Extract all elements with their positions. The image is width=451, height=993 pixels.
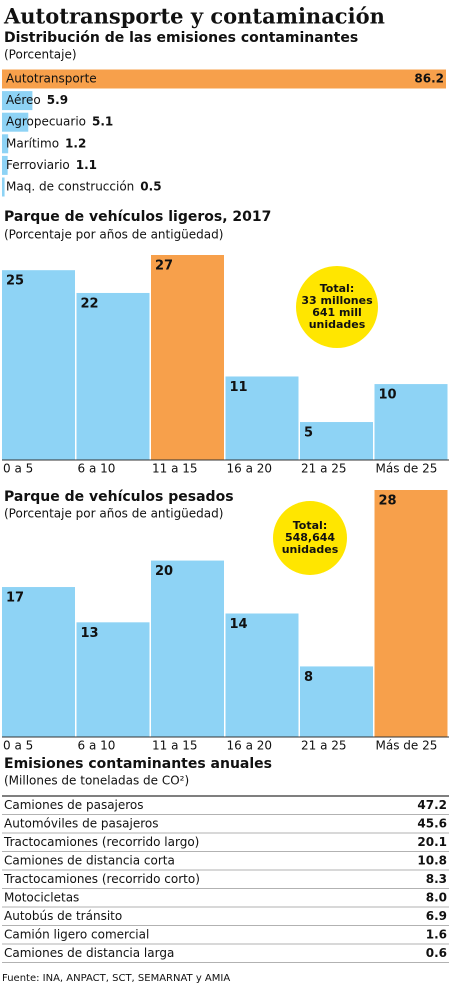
row-label: Camiones de distancia corta (4, 853, 175, 867)
annotation: 548,644 (285, 531, 335, 544)
category-label: 21 a 25 (301, 739, 347, 753)
value-label: 5.9 (47, 93, 68, 107)
bar (300, 422, 373, 460)
row-label: Camiones de pasajeros (4, 798, 144, 812)
row-label: Camiones de distancia larga (4, 946, 174, 960)
value-label: 14 (230, 617, 248, 632)
value-label: 0.5 (140, 180, 161, 194)
bar (2, 69, 446, 89)
page-title: Autotransporte y contaminación (3, 4, 385, 29)
row-label: Autobús de tránsito (4, 909, 122, 923)
row-value: 20.1 (417, 835, 447, 849)
chart-subtitle: (Porcentaje por años de antigüedad) (4, 507, 223, 521)
annotation: unidades (282, 543, 339, 556)
category-label: Maq. de construcción (6, 180, 134, 194)
row-value: 47.2 (417, 798, 447, 812)
value-label: 22 (81, 296, 99, 311)
value-label: 86.2 (414, 72, 444, 86)
chart-subtitle: (Millones de toneladas de CO²) (4, 774, 189, 788)
bar (2, 112, 29, 132)
row-value: 10.8 (417, 853, 447, 867)
row-value: 6.9 (426, 909, 447, 923)
category-label: Más de 25 (376, 739, 438, 753)
category-label: 0 a 5 (3, 739, 33, 753)
category-label: 11 a 15 (152, 462, 198, 476)
value-label: 8 (304, 670, 313, 685)
value-label: 5.1 (92, 115, 113, 129)
value-label: 5 (304, 426, 313, 441)
value-label: 11 (230, 380, 248, 395)
annotation: 641 mill (312, 306, 362, 319)
annotation: Total: (293, 519, 327, 532)
bar (374, 384, 448, 460)
annotation: 33 millones (301, 294, 373, 307)
row-value: 8.3 (426, 872, 447, 886)
row-label: Motocicletas (4, 890, 79, 904)
bar (2, 177, 5, 197)
category-label: 16 a 20 (227, 739, 273, 753)
row-label: Tractocamiones (recorrido corto) (3, 872, 200, 886)
value-label: 10 (379, 388, 397, 403)
chart-title: Emisiones contaminantes anuales (4, 756, 272, 772)
bar (76, 622, 150, 737)
bar (374, 490, 448, 737)
value-label: 20 (155, 564, 173, 579)
row-label: Automóviles de pasajeros (4, 816, 158, 830)
annotation: unidades (309, 318, 366, 331)
bar (2, 587, 75, 737)
category-label: 11 a 15 (152, 739, 198, 753)
chart-title: Parque de vehículos ligeros, 2017 (4, 209, 271, 225)
chart-title: Distribución de las emisiones contaminan… (4, 30, 358, 46)
value-label: 17 (6, 591, 24, 606)
bar (225, 376, 299, 460)
row-value: 0.6 (426, 946, 447, 960)
bar (2, 91, 33, 111)
category-label: Ferroviario (6, 158, 70, 172)
row-value: 45.6 (417, 816, 447, 830)
row-label: Tractocamiones (recorrido largo) (3, 835, 199, 849)
bar (76, 292, 150, 460)
value-label: 27 (155, 259, 173, 274)
category-label: Marítimo (6, 136, 59, 150)
bar (300, 666, 373, 737)
value-label: 1.1 (76, 158, 97, 172)
chart-subtitle: (Porcentaje) (4, 48, 77, 62)
value-label: 13 (81, 626, 99, 641)
category-label: Agropecuario (6, 115, 86, 129)
bar (2, 134, 9, 154)
value-label: 28 (379, 494, 397, 509)
category-label: 16 a 20 (227, 462, 273, 476)
bar (2, 155, 8, 175)
total-badge (273, 501, 347, 575)
category-label: Más de 25 (376, 462, 438, 476)
category-label: 6 a 10 (78, 462, 116, 476)
bar (151, 255, 224, 460)
category-label: 0 a 5 (3, 462, 33, 476)
row-value: 1.6 (426, 927, 447, 941)
category-label: Autotransporte (6, 72, 97, 86)
chart-title: Parque de vehículos pesados (4, 489, 234, 505)
annotation: Total: (320, 282, 354, 295)
bar (151, 560, 224, 737)
chart-subtitle: (Porcentaje por años de antigüedad) (4, 228, 223, 242)
bar (225, 613, 299, 737)
value-label: 1.2 (65, 136, 86, 150)
row-label: Camión ligero comercial (4, 927, 149, 941)
row-value: 8.0 (426, 890, 447, 904)
category-label: 6 a 10 (78, 739, 116, 753)
bar (2, 270, 75, 460)
category-label: 21 a 25 (301, 462, 347, 476)
category-label: Aéreo (6, 93, 41, 107)
total-badge (296, 266, 378, 348)
value-label: 25 (6, 274, 24, 289)
source: Fuente: INA, ANPACT, SCT, SEMARNAT y AMI… (2, 973, 230, 984)
